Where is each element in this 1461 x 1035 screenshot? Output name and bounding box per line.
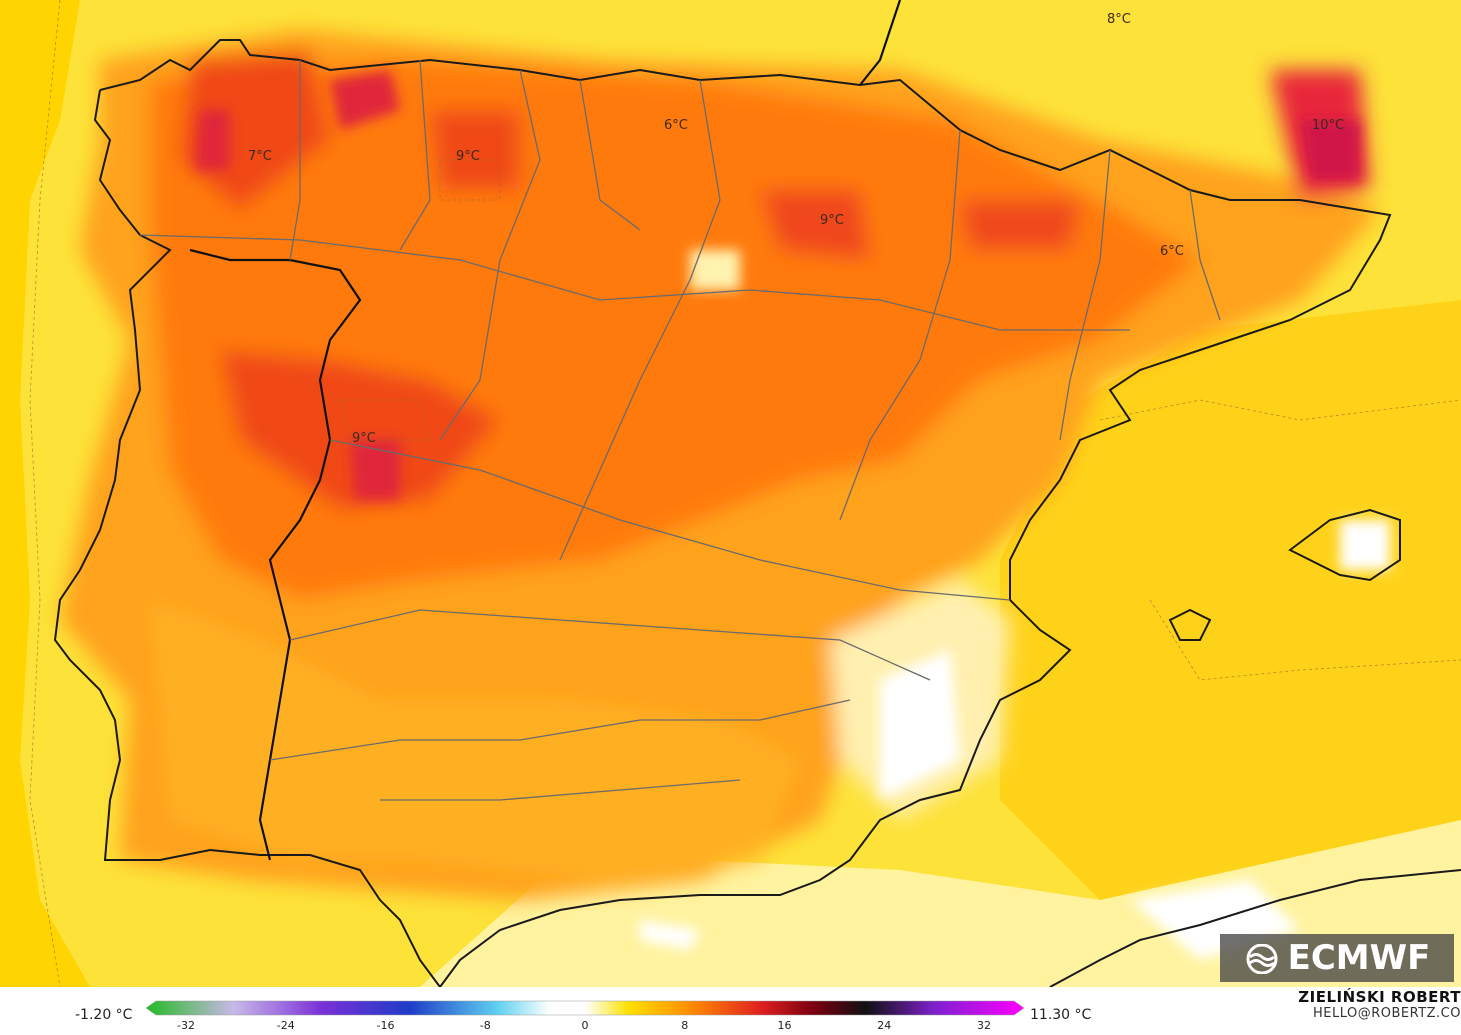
temperature-map <box>0 0 1461 987</box>
white-patch-4 <box>640 920 700 950</box>
legend-tick-label: 0 <box>581 1019 589 1032</box>
legend-tick-label: 24 <box>877 1019 892 1032</box>
mediterranean-field <box>1000 300 1461 900</box>
legend-min-label: -1.20 °C <box>75 1007 133 1023</box>
legend-tick-label: 16 <box>777 1019 792 1032</box>
temp-label: 10°C <box>1312 118 1345 133</box>
hotspot-3 <box>1300 120 1360 180</box>
temp-label: 9°C <box>352 431 376 446</box>
temp-label: 6°C <box>1160 244 1184 259</box>
legend-tick-label: 8 <box>681 1019 689 1032</box>
legend-tick-label: 32 <box>977 1019 991 1032</box>
region-borders <box>139 59 1221 801</box>
ecmwf-logo: ECMWF <box>1220 934 1454 982</box>
legend-tick-label: -16 <box>376 1019 395 1032</box>
pale-patch-1 <box>690 250 740 290</box>
author-email: HELLO@ROBERTZ.CO <box>1312 1006 1461 1021</box>
north-central-red <box>760 190 870 260</box>
north-centre-red <box>430 110 520 190</box>
hotspot-4 <box>195 110 230 170</box>
white-patch-3 <box>1340 520 1390 570</box>
legend-tick-label: -8 <box>479 1019 491 1032</box>
ecmwf-wave-icon <box>1244 943 1280 975</box>
temp-label: 9°C <box>820 213 844 228</box>
atlantic-pale-field <box>0 0 90 987</box>
temp-label: 9°C <box>456 149 480 164</box>
legend-max-label: 11.30 °C <box>1030 1007 1092 1023</box>
centre-red-core <box>220 350 500 510</box>
temp-label: 6°C <box>664 118 688 133</box>
author-block: ZIELIŃSKI ROBERT HELLO@ROBERTZ.CO <box>1298 988 1461 1021</box>
temp-label: 8°C <box>1107 12 1131 27</box>
legend-tick-label: -24 <box>276 1019 295 1032</box>
white-patch-1 <box>880 650 960 800</box>
color-scale-gradient <box>146 1000 1024 1016</box>
hotspot-2 <box>350 440 400 500</box>
hotspot-1 <box>330 70 400 130</box>
contour-dashed-lines <box>29 0 1461 987</box>
legend-tick-label: -32 <box>177 1019 195 1032</box>
north-east-red <box>960 200 1080 250</box>
author-name: ZIELIŃSKI ROBERT <box>1298 988 1461 1006</box>
color-scale-bar <box>146 1000 1024 1016</box>
country-borders <box>189 0 902 861</box>
ecmwf-logo-text: ECMWF <box>1287 938 1431 978</box>
temp-label: 7°C <box>248 149 272 164</box>
